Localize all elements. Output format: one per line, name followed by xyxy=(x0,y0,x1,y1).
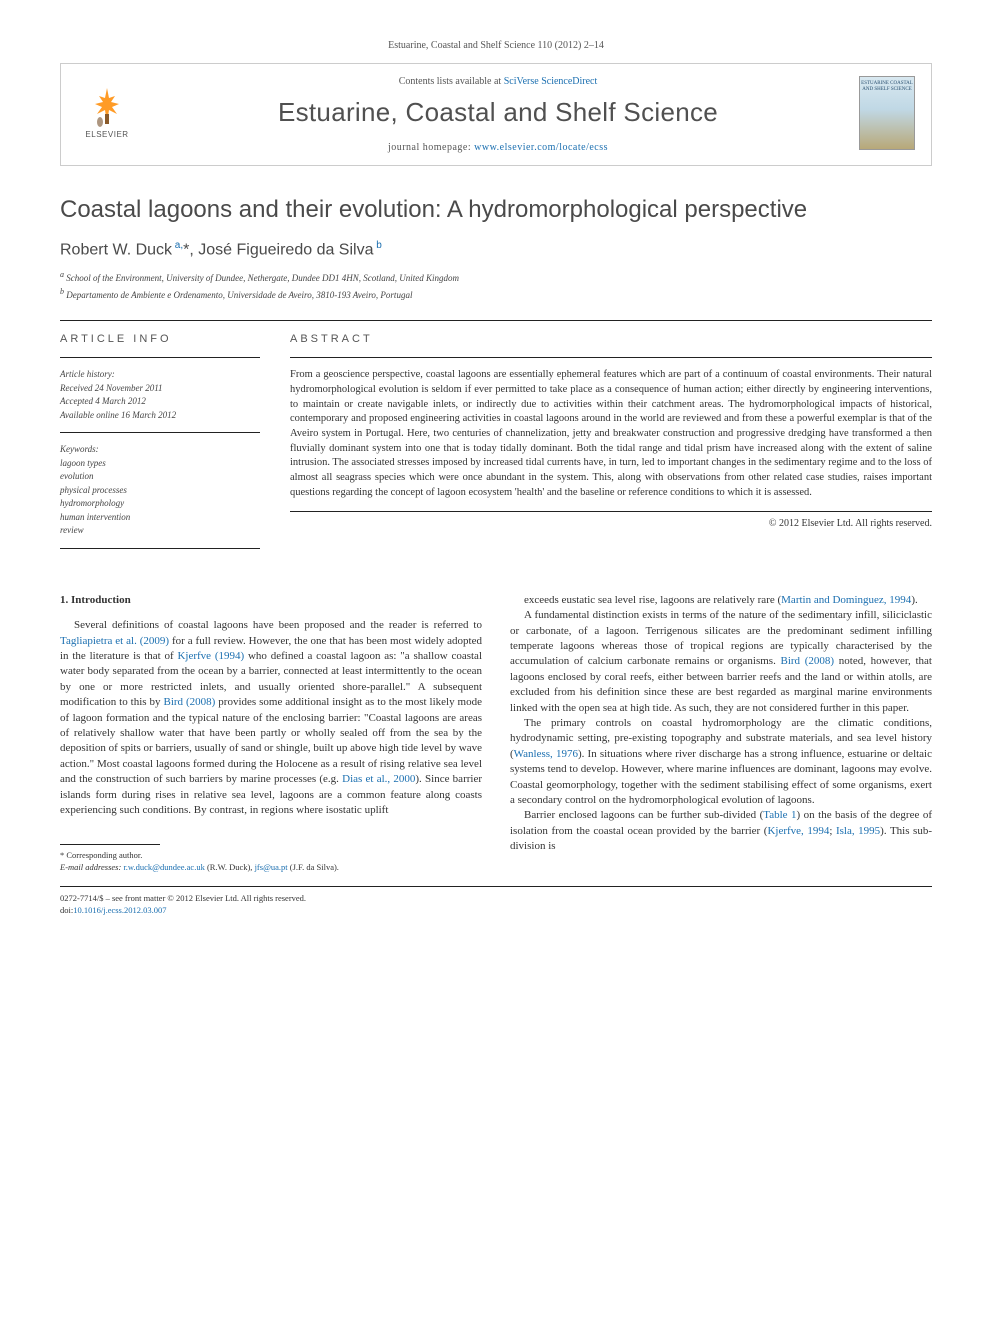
reference-link[interactable]: Isla, 1995 xyxy=(836,825,880,837)
body-column-right: exceeds eustatic sea level rise, lagoons… xyxy=(510,593,932,874)
journal-homepage-line: journal homepage: www.elsevier.com/locat… xyxy=(137,142,859,153)
abstract-text: From a geoscience perspective, coastal l… xyxy=(290,368,932,511)
email-addresses-line: E-mail addresses: r.w.duck@dundee.ac.uk … xyxy=(60,862,482,874)
body-paragraph: A fundamental distinction exists in term… xyxy=(510,608,932,716)
footnote-block: * Corresponding author. E-mail addresses… xyxy=(60,850,482,874)
history-label: Article history: xyxy=(60,368,260,382)
homepage-prefix: journal homepage: xyxy=(388,142,474,153)
col2-content: exceeds eustatic sea level rise, lagoons… xyxy=(510,593,932,855)
online-date: Available online 16 March 2012 xyxy=(60,409,260,423)
body-paragraph: Several definitions of coastal lagoons h… xyxy=(60,618,482,818)
email-name-2: (J.F. da Silva). xyxy=(290,862,339,872)
info-abstract-row: ARTICLE INFO Article history: Received 2… xyxy=(60,320,932,549)
keyword-item: physical processes xyxy=(60,484,260,498)
keyword-item: evolution xyxy=(60,470,260,484)
article-history-block: Article history: Received 24 November 20… xyxy=(60,368,260,433)
authors-line: Robert W. Duck a,*, José Figueiredo da S… xyxy=(60,240,932,259)
homepage-link[interactable]: www.elsevier.com/locate/ecss xyxy=(474,142,608,153)
body-paragraph: Barrier enclosed lagoons can be further … xyxy=(510,808,932,854)
col1-content: Several definitions of coastal lagoons h… xyxy=(60,618,482,818)
footnote-rule xyxy=(60,844,160,845)
body-columns: 1. Introduction Several definitions of c… xyxy=(60,593,932,874)
received-date: Received 24 November 2011 xyxy=(60,382,260,396)
keyword-item: hydromorphology xyxy=(60,497,260,511)
elsevier-tree-icon xyxy=(85,84,129,128)
affiliations-block: a School of the Environment, University … xyxy=(60,269,932,302)
reference-link[interactable]: Table 1 xyxy=(763,809,796,821)
journal-header-box: ELSEVIER Contents lists available at Sci… xyxy=(60,63,932,166)
bottom-citation-block: 0272-7714/$ – see front matter © 2012 El… xyxy=(60,886,932,917)
email-link-2[interactable]: jfs@ua.pt xyxy=(255,862,288,872)
abstract-column: ABSTRACT From a geoscience perspective, … xyxy=(290,333,932,549)
body-column-left: 1. Introduction Several definitions of c… xyxy=(60,593,482,874)
reference-link[interactable]: Tagliapietra et al. (2009) xyxy=(60,635,169,647)
doi-link[interactable]: 10.1016/j.ecss.2012.03.007 xyxy=(73,905,166,915)
article-info-column: ARTICLE INFO Article history: Received 2… xyxy=(60,333,260,549)
abstract-copyright: © 2012 Elsevier Ltd. All rights reserved… xyxy=(290,518,932,529)
affiliation-line: b Departamento de Ambiente e Ordenamento… xyxy=(60,286,932,303)
email-link-1[interactable]: r.w.duck@dundee.ac.uk xyxy=(123,862,204,872)
keyword-item: human intervention xyxy=(60,511,260,525)
contents-prefix: Contents lists available at xyxy=(399,76,504,87)
body-paragraph: The primary controls on coastal hydromor… xyxy=(510,716,932,808)
journal-cover-thumbnail[interactable]: ESTUARINE COASTAL AND SHELF SCIENCE xyxy=(859,76,915,150)
journal-title: Estuarine, Coastal and Shelf Science xyxy=(137,97,859,128)
keywords-label: Keywords: xyxy=(60,443,260,457)
email-label: E-mail addresses: xyxy=(60,862,121,872)
header-center: Contents lists available at SciVerse Sci… xyxy=(137,76,859,153)
reference-link[interactable]: Kjerfve (1994) xyxy=(177,650,244,662)
affiliation-marker: a xyxy=(60,270,64,279)
elsevier-logo[interactable]: ELSEVIER xyxy=(77,76,137,146)
email-name-1: (R.W. Duck), xyxy=(207,862,252,872)
keywords-list: lagoon typesevolutionphysical processesh… xyxy=(60,457,260,538)
doi-prefix: doi: xyxy=(60,905,73,915)
corresponding-author-label: * Corresponding author. xyxy=(60,850,482,862)
keywords-block: Keywords: lagoon typesevolutionphysical … xyxy=(60,443,260,549)
keyword-item: lagoon types xyxy=(60,457,260,471)
reference-link[interactable]: Bird (2008) xyxy=(781,655,835,667)
body-paragraph: exceeds eustatic sea level rise, lagoons… xyxy=(510,593,932,608)
reference-link[interactable]: Dias et al., 2000 xyxy=(342,773,415,785)
issn-line: 0272-7714/$ – see front matter © 2012 El… xyxy=(60,893,932,905)
reference-link[interactable]: Martin and Dominguez, 1994 xyxy=(781,594,911,606)
accepted-date: Accepted 4 March 2012 xyxy=(60,395,260,409)
reference-link[interactable]: Wanless, 1976 xyxy=(514,748,578,760)
affiliation-line: a School of the Environment, University … xyxy=(60,269,932,286)
contents-available-line: Contents lists available at SciVerse Sci… xyxy=(137,76,859,87)
elsevier-label: ELSEVIER xyxy=(85,130,128,139)
article-info-heading: ARTICLE INFO xyxy=(60,333,260,358)
header-row: ELSEVIER Contents lists available at Sci… xyxy=(77,76,915,153)
reference-link[interactable]: Kjerfve, 1994 xyxy=(767,825,829,837)
abstract-heading: ABSTRACT xyxy=(290,333,932,358)
citation-line: Estuarine, Coastal and Shelf Science 110… xyxy=(60,40,932,51)
page: Estuarine, Coastal and Shelf Science 110… xyxy=(0,0,992,957)
sciencedirect-link[interactable]: SciVerse ScienceDirect xyxy=(504,76,598,87)
reference-link[interactable]: Bird (2008) xyxy=(163,696,215,708)
article-title: Coastal lagoons and their evolution: A h… xyxy=(60,196,932,224)
keyword-item: review xyxy=(60,524,260,538)
section-heading-introduction: 1. Introduction xyxy=(60,593,482,608)
cover-text: ESTUARINE COASTAL AND SHELF SCIENCE xyxy=(861,81,913,92)
doi-line: doi:10.1016/j.ecss.2012.03.007 xyxy=(60,905,932,917)
affiliation-marker: b xyxy=(60,287,64,296)
